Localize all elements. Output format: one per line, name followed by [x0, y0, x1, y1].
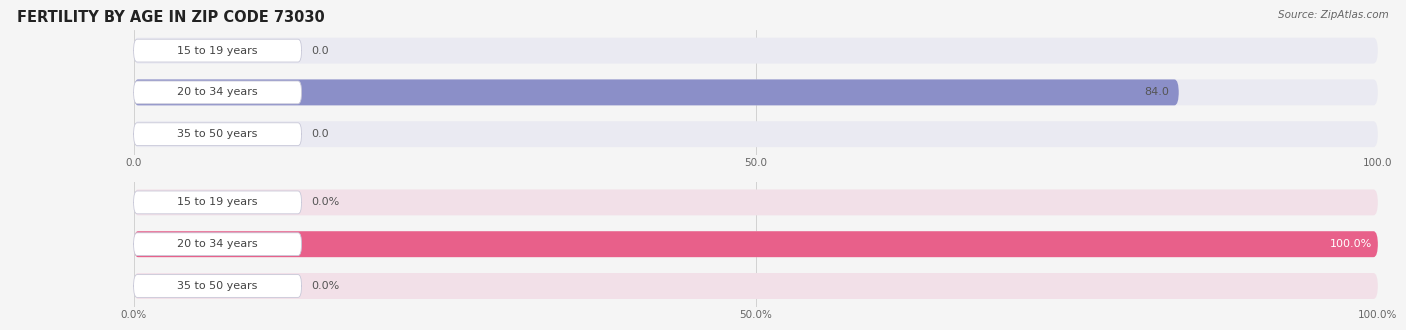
Text: 0.0%: 0.0% [312, 197, 340, 207]
FancyBboxPatch shape [134, 233, 301, 256]
Text: Source: ZipAtlas.com: Source: ZipAtlas.com [1278, 10, 1389, 20]
Text: 20 to 34 years: 20 to 34 years [177, 87, 257, 97]
Text: 15 to 19 years: 15 to 19 years [177, 197, 257, 207]
Text: 0.0: 0.0 [312, 129, 329, 139]
Text: 20 to 34 years: 20 to 34 years [177, 239, 257, 249]
FancyBboxPatch shape [134, 81, 301, 104]
FancyBboxPatch shape [134, 231, 1378, 257]
FancyBboxPatch shape [134, 191, 301, 214]
Text: 35 to 50 years: 35 to 50 years [177, 129, 257, 139]
Text: 0.0: 0.0 [312, 46, 329, 55]
FancyBboxPatch shape [134, 231, 1378, 257]
Text: FERTILITY BY AGE IN ZIP CODE 73030: FERTILITY BY AGE IN ZIP CODE 73030 [17, 10, 325, 25]
FancyBboxPatch shape [134, 123, 301, 146]
FancyBboxPatch shape [134, 189, 1378, 215]
Text: 15 to 19 years: 15 to 19 years [177, 46, 257, 55]
FancyBboxPatch shape [134, 80, 1378, 105]
Text: 0.0%: 0.0% [312, 281, 340, 291]
Text: 100.0%: 100.0% [1330, 239, 1372, 249]
FancyBboxPatch shape [134, 80, 1178, 105]
FancyBboxPatch shape [134, 275, 301, 297]
FancyBboxPatch shape [134, 38, 1378, 64]
FancyBboxPatch shape [134, 121, 1378, 147]
Text: 35 to 50 years: 35 to 50 years [177, 281, 257, 291]
FancyBboxPatch shape [134, 273, 1378, 299]
Text: 84.0: 84.0 [1144, 87, 1168, 97]
FancyBboxPatch shape [134, 39, 301, 62]
